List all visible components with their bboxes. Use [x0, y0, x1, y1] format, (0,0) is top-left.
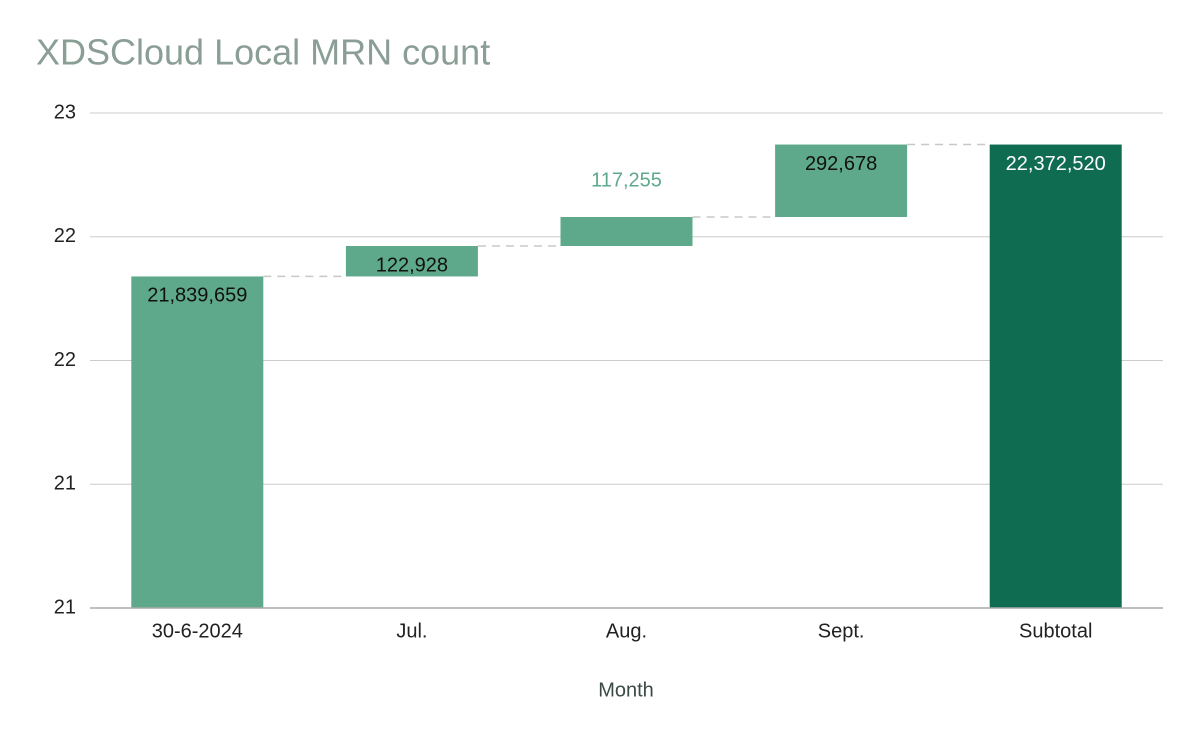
x-tick-label: Jul. [396, 620, 427, 642]
y-tick-label: 23 [54, 101, 76, 123]
y-tick-label: 21 [54, 473, 76, 495]
bar [345, 246, 478, 277]
x-tick-label: Aug. [606, 620, 647, 642]
bar [560, 216, 693, 247]
y-tick-label: 22 [54, 349, 76, 371]
x-tick-label: Sept. [818, 620, 865, 642]
chart-title: XDSCloud Local MRN count [36, 32, 490, 73]
data-label: 22,372,520 [1006, 153, 1106, 175]
y-tick-label: 22 [54, 225, 76, 247]
bar [989, 144, 1122, 608]
x-tick-label: 30-6-2024 [152, 620, 243, 642]
data-label: 292,678 [805, 153, 877, 175]
data-label: 117,255 [591, 169, 662, 191]
x-tick-label: Subtotal [1019, 620, 1092, 642]
bar [775, 144, 908, 217]
data-label: 122,928 [376, 254, 448, 276]
data-label: 21,839,659 [147, 285, 247, 307]
x-axis-label: Month [598, 679, 654, 701]
bar [131, 276, 264, 608]
y-tick-label: 21 [54, 596, 76, 618]
